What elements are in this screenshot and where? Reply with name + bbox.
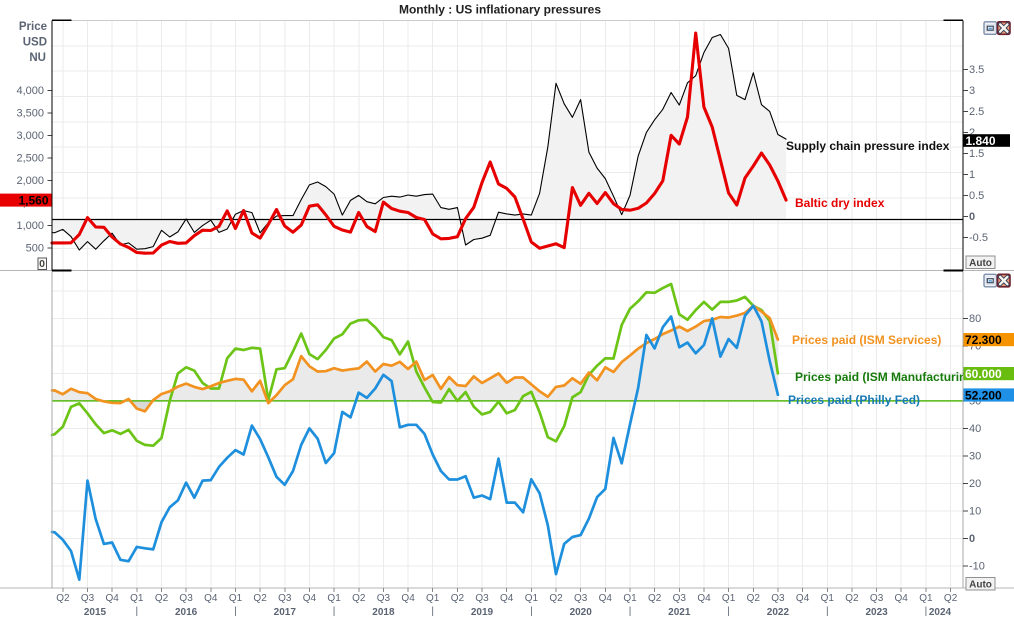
svg-text:Q3: Q3 <box>377 593 391 604</box>
svg-text:|: | <box>234 606 237 617</box>
svg-text:0: 0 <box>39 258 45 270</box>
svg-text:40: 40 <box>969 423 981 435</box>
svg-text:|: | <box>530 606 533 617</box>
svg-text:2.5: 2.5 <box>969 106 984 118</box>
svg-text:Q4: Q4 <box>895 593 909 604</box>
svg-text:Auto: Auto <box>969 258 992 269</box>
svg-text:Q1: Q1 <box>722 593 736 604</box>
svg-text:Q4: Q4 <box>697 593 711 604</box>
svg-text:NU: NU <box>29 52 46 64</box>
svg-text:10: 10 <box>969 505 981 517</box>
svg-text:Q1: Q1 <box>229 593 243 604</box>
svg-text:Baltic dry index: Baltic dry index <box>795 196 885 210</box>
svg-text:2021: 2021 <box>668 607 691 618</box>
svg-text:|: | <box>925 606 928 617</box>
svg-text:|: | <box>431 606 434 617</box>
svg-text:Q1: Q1 <box>821 593 835 604</box>
svg-text:Q1: Q1 <box>426 593 440 604</box>
svg-text:Q2: Q2 <box>944 593 958 604</box>
svg-text:3: 3 <box>969 85 975 97</box>
svg-text:-0.5: -0.5 <box>969 232 988 244</box>
svg-text:Q3: Q3 <box>81 593 95 604</box>
svg-text:Auto: Auto <box>969 580 992 591</box>
svg-text:52.200: 52.200 <box>965 389 1002 403</box>
svg-text:Q2: Q2 <box>845 593 859 604</box>
svg-text:2022: 2022 <box>767 607 790 618</box>
svg-text:2015: 2015 <box>84 607 107 618</box>
svg-text:Price: Price <box>19 21 47 33</box>
svg-text:Q4: Q4 <box>599 593 613 604</box>
svg-text:2,000: 2,000 <box>16 175 44 187</box>
svg-text:Q3: Q3 <box>673 593 687 604</box>
svg-text:Q4: Q4 <box>500 593 514 604</box>
svg-text:2,500: 2,500 <box>16 152 44 164</box>
svg-text:Q4: Q4 <box>401 593 415 604</box>
svg-text:Q1: Q1 <box>130 593 144 604</box>
svg-text:Q3: Q3 <box>278 593 292 604</box>
svg-text:|: | <box>333 606 336 617</box>
svg-text:Q4: Q4 <box>106 593 120 604</box>
svg-text:-10: -10 <box>969 560 985 572</box>
svg-text:2019: 2019 <box>471 607 494 618</box>
svg-text:Q2: Q2 <box>747 593 761 604</box>
svg-text:Q2: Q2 <box>253 593 267 604</box>
svg-text:2: 2 <box>969 127 975 139</box>
svg-text:Q1: Q1 <box>919 593 933 604</box>
svg-text:2018: 2018 <box>372 607 395 618</box>
svg-text:4,000: 4,000 <box>16 85 44 97</box>
svg-text:Q2: Q2 <box>451 593 465 604</box>
svg-text:0: 0 <box>969 211 975 223</box>
svg-text:Q4: Q4 <box>204 593 218 604</box>
svg-text:2020: 2020 <box>570 607 593 618</box>
svg-text:1,000: 1,000 <box>16 220 44 232</box>
svg-text:2024: 2024 <box>929 607 952 618</box>
svg-text:Q1: Q1 <box>623 593 637 604</box>
svg-text:Q1: Q1 <box>525 593 539 604</box>
svg-text:3,000: 3,000 <box>16 130 44 142</box>
svg-text:30: 30 <box>969 450 981 462</box>
svg-text:80: 80 <box>969 313 981 325</box>
svg-text:2017: 2017 <box>274 607 297 618</box>
svg-text:Q2: Q2 <box>352 593 366 604</box>
svg-text:Prices paid (ISM Manufacturing: Prices paid (ISM Manufacturing) <box>795 370 978 384</box>
svg-text:1,560: 1,560 <box>18 194 48 208</box>
svg-text:Q3: Q3 <box>179 593 193 604</box>
svg-text:2016: 2016 <box>175 607 198 618</box>
svg-text:1: 1 <box>969 169 975 181</box>
svg-text:Prices paid (ISM Services): Prices paid (ISM Services) <box>792 333 941 347</box>
svg-text:Supply chain pressure index: Supply chain pressure index <box>786 139 950 153</box>
svg-text:2023: 2023 <box>865 607 888 618</box>
svg-text:Q3: Q3 <box>574 593 588 604</box>
svg-text:Q3: Q3 <box>475 593 489 604</box>
svg-text:|: | <box>629 606 632 617</box>
svg-text:Q2: Q2 <box>549 593 563 604</box>
svg-text:Monthly : US inflationary pres: Monthly : US inflationary pressures <box>399 3 601 17</box>
svg-text:72.300: 72.300 <box>965 333 1002 347</box>
svg-text:Q3: Q3 <box>870 593 884 604</box>
svg-text:|: | <box>135 606 138 617</box>
svg-text:USD: USD <box>23 37 47 49</box>
svg-text:|: | <box>826 606 829 617</box>
svg-text:Prices paid (Philly Fed): Prices paid (Philly Fed) <box>788 393 920 407</box>
svg-text:3.5: 3.5 <box>969 64 984 76</box>
svg-text:20: 20 <box>969 478 981 490</box>
svg-text:Q1: Q1 <box>327 593 341 604</box>
svg-text:Q2: Q2 <box>56 593 70 604</box>
svg-text:Q4: Q4 <box>796 593 810 604</box>
svg-text:1.5: 1.5 <box>969 148 984 160</box>
svg-text:500: 500 <box>26 242 44 254</box>
svg-text:Q2: Q2 <box>648 593 662 604</box>
svg-text:0.5: 0.5 <box>969 190 984 202</box>
svg-text:0: 0 <box>969 533 975 545</box>
svg-text:3,500: 3,500 <box>16 107 44 119</box>
svg-text:|: | <box>727 606 730 617</box>
svg-text:Q3: Q3 <box>771 593 785 604</box>
svg-text:1.840: 1.840 <box>966 134 996 148</box>
svg-text:60.000: 60.000 <box>965 367 1002 381</box>
svg-text:Q2: Q2 <box>155 593 169 604</box>
svg-text:Q4: Q4 <box>303 593 317 604</box>
